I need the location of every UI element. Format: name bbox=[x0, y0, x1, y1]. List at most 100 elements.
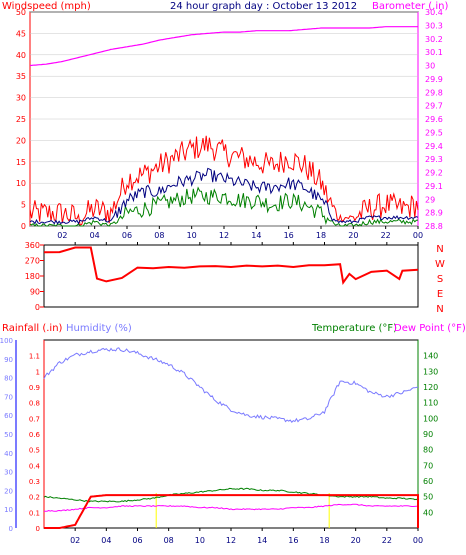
climate-grid bbox=[155, 493, 330, 528]
barometer-tick-label: 29.3 bbox=[425, 155, 443, 164]
direction-tick-label: 360 bbox=[25, 241, 40, 250]
wind-x-tick-label: 14 bbox=[251, 231, 261, 240]
temperature-tick-label: 80 bbox=[423, 446, 433, 455]
wind-x-tick-label: 02 bbox=[57, 231, 67, 240]
barometer-tick-label: 29.4 bbox=[425, 142, 443, 151]
temperature-tick-label: 120 bbox=[423, 383, 438, 392]
wind-x-tick-label: 20 bbox=[348, 231, 358, 240]
rain-tick-label: 0.3 bbox=[29, 478, 40, 486]
humidity-line bbox=[43, 347, 419, 423]
barometer-tick-label: 29 bbox=[425, 195, 435, 204]
barometer-tick-label: 28.9 bbox=[425, 209, 443, 218]
temperature-tick-label: 110 bbox=[423, 399, 438, 408]
rain-tick-label: 0.2 bbox=[29, 494, 40, 502]
barometer-tick-label: 30.2 bbox=[425, 35, 443, 44]
climate-x-ticks: 02 04 06 08 10 12 14 16 18 20 22 00 bbox=[70, 528, 423, 545]
wind-tick-label: 25 bbox=[16, 115, 26, 124]
temperature-label: Temperature (°F) bbox=[311, 323, 397, 334]
rain-tick-label: 0.8 bbox=[29, 400, 40, 408]
climate-panel: Rainfall (.in) Humidity (%) Temperature … bbox=[0, 323, 466, 545]
wind-axis-ticks: 0 5 10 15 20 25 30 35 40 45 50 bbox=[16, 8, 26, 231]
rainfall-label: Rainfall (.in) bbox=[2, 323, 63, 334]
temperature-axis-ticks: 40 50 60 70 80 90 100 110 120 130 140 bbox=[423, 352, 438, 518]
barometer-tick-label: 29.1 bbox=[425, 182, 443, 191]
humidity-label: Humidity (%) bbox=[66, 323, 132, 334]
climate-x-tick-label: 10 bbox=[195, 536, 205, 545]
direction-tick-label: 0 bbox=[35, 303, 40, 312]
dewpoint-line bbox=[44, 503, 418, 512]
direction-tick-label: 90 bbox=[30, 288, 40, 297]
windspeed-min-line bbox=[29, 186, 419, 227]
compass-label: S bbox=[437, 274, 443, 285]
temperature-tick-label: 40 bbox=[423, 508, 433, 517]
windspeed-label: Windspeed (mph) bbox=[2, 1, 91, 12]
windspeed-max-line bbox=[29, 135, 419, 226]
humidity-axis-ticks: 0 10 20 30 40 50 60 70 80 90 100 bbox=[0, 337, 13, 533]
rain-tick-label: 1 bbox=[36, 368, 40, 376]
wind-x-tick-label: 12 bbox=[219, 231, 229, 240]
humidity-tick-label: 70 bbox=[4, 393, 13, 401]
compass-label: N bbox=[436, 304, 443, 315]
direction-plot-frame bbox=[43, 244, 419, 308]
rain-tick-label: 0.7 bbox=[29, 415, 40, 423]
wind-tick-label: 10 bbox=[16, 179, 26, 188]
temperature-tick-label: 70 bbox=[423, 461, 433, 470]
climate-plot-frame bbox=[43, 339, 419, 529]
wind-x-tick-label: 18 bbox=[316, 231, 326, 240]
climate-x-tick-label: 06 bbox=[132, 536, 142, 545]
barometer-label: Barometer (.in) bbox=[372, 1, 448, 12]
wind-tick-label: 35 bbox=[16, 72, 26, 81]
wind-x-tick-label: 16 bbox=[284, 231, 294, 240]
wind-x-tick-label: 22 bbox=[381, 231, 391, 240]
temperature-tick-label: 100 bbox=[423, 414, 438, 423]
humidity-tick-label: 0 bbox=[9, 525, 13, 533]
barometer-axis-ticks: 28.8 28.9 29 29.1 29.2 29.3 29.4 29.5 29.6 29.7 29… bbox=[425, 8, 443, 231]
rain-tick-label: 0.5 bbox=[29, 447, 40, 455]
compass-label: W bbox=[435, 259, 445, 270]
direction-axis-ticks: 0 90 180 270 360 bbox=[25, 241, 40, 312]
humidity-tick-label: 100 bbox=[0, 337, 13, 345]
climate-x-tick-label: 00 bbox=[413, 536, 423, 545]
rain-tick-label: 0.9 bbox=[29, 384, 40, 392]
humidity-tick-label: 20 bbox=[4, 487, 13, 495]
temperature-tick-label: 140 bbox=[423, 352, 438, 361]
wind-x-tick-label: 08 bbox=[154, 231, 164, 240]
humidity-tick-label: 30 bbox=[4, 469, 13, 477]
barometer-tick-label: 30.4 bbox=[425, 8, 443, 17]
direction-x-ticks bbox=[74, 242, 419, 245]
temperature-tick-label: 90 bbox=[423, 430, 433, 439]
dewpoint-label: Dew Point (°F) bbox=[394, 323, 466, 334]
barometer-tick-label: 29.8 bbox=[425, 88, 443, 97]
wind-direction-line bbox=[43, 246, 419, 286]
barometer-tick-label: 30 bbox=[425, 62, 435, 71]
climate-x-tick-label: 08 bbox=[164, 536, 174, 545]
wind-tick-label: 30 bbox=[16, 94, 26, 103]
rain-axis-ticks: 0 0.1 0.2 0.3 0.4 0.5 0.6 0.7 0.8 0.9 1 1.1 bbox=[29, 353, 41, 533]
wind-tick-label: 45 bbox=[16, 29, 26, 38]
barometer-line bbox=[29, 26, 418, 67]
wind-series bbox=[29, 26, 419, 227]
temperature-tick-label: 60 bbox=[423, 477, 433, 486]
barometer-tick-label: 29.2 bbox=[425, 169, 443, 178]
rain-tick-label: 0 bbox=[36, 525, 40, 533]
rain-tick-label: 0.1 bbox=[29, 509, 40, 517]
temperature-tick-label: 130 bbox=[423, 367, 438, 376]
climate-x-tick-label: 16 bbox=[288, 536, 298, 545]
rainfall-line bbox=[44, 494, 419, 529]
rain-tick-label: 0.4 bbox=[29, 462, 41, 470]
wind-x-tick-label: 00 bbox=[413, 231, 423, 240]
climate-x-tick-label: 04 bbox=[101, 536, 111, 545]
direction-tick-label: 270 bbox=[25, 257, 40, 266]
wind-x-tick-label: 06 bbox=[122, 231, 132, 240]
barometer-tick-label: 29.6 bbox=[425, 115, 443, 124]
climate-x-tick-label: 22 bbox=[382, 536, 392, 545]
direction-tick-label: 180 bbox=[25, 272, 40, 281]
climate-series bbox=[43, 347, 419, 529]
wind-tick-label: 0 bbox=[21, 222, 26, 231]
wind-x-tick-label: 10 bbox=[187, 231, 197, 240]
wind-tick-label: 20 bbox=[16, 136, 26, 145]
humidity-tick-label: 90 bbox=[4, 356, 13, 364]
wind-x-tick-label: 04 bbox=[90, 231, 100, 240]
